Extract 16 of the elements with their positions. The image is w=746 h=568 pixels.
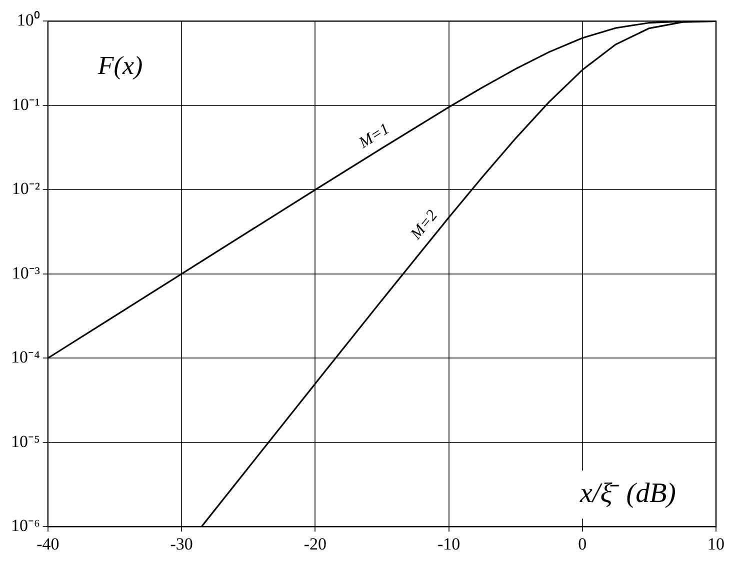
- y-tick-label: 10⁻⁵: [10, 432, 40, 451]
- x-tick-label: 0: [578, 534, 587, 554]
- y-tick-label: 10⁰: [16, 10, 40, 30]
- y-tick-label: 10⁻³: [12, 263, 40, 282]
- x-axis-title: x/ξ̄ (dB): [579, 478, 676, 509]
- x-tick-label: -10: [437, 534, 460, 554]
- y-tick-label: 10⁻¹: [12, 94, 40, 114]
- y-tick-label: 10⁻⁴: [10, 348, 40, 367]
- x-tick-label: 10: [708, 534, 724, 554]
- x-tick-label: -40: [36, 534, 60, 554]
- y-tick-label: 10⁻⁶: [10, 516, 40, 536]
- y-axis-title: F(x): [96, 51, 143, 80]
- x-tick-label: -20: [304, 534, 326, 554]
- x-tick-label: -30: [170, 534, 193, 554]
- y-tick-label: 10⁻²: [12, 179, 40, 198]
- text: M=1: [355, 120, 393, 152]
